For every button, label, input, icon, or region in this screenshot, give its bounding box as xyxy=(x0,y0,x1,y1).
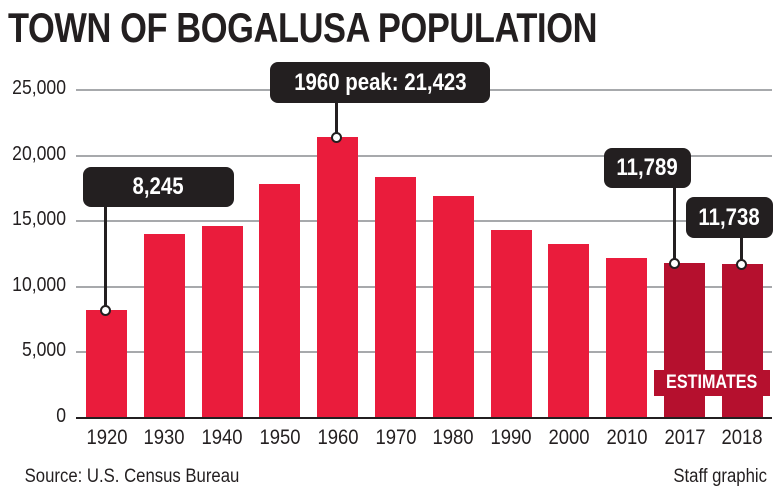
estimates-label: ESTIMATES xyxy=(654,370,770,396)
x-axis-tick-label: 1940 xyxy=(201,426,243,449)
callout-text: 11,738 xyxy=(698,203,761,231)
x-axis-tick-label: 1990 xyxy=(490,426,532,449)
bar-1970 xyxy=(375,176,416,418)
callout-text: 1960 peak: 21,423 xyxy=(293,68,467,96)
callout-leader-line xyxy=(740,238,743,264)
x-axis-tick-label: 2010 xyxy=(606,426,648,449)
callout-1920: 8,245 xyxy=(83,167,234,207)
source-text: Source: U.S. Census Bureau xyxy=(24,466,240,487)
callout-leader-line xyxy=(335,103,338,137)
bar-1960 xyxy=(317,136,359,418)
y-axis-tick-label: 20,000 xyxy=(12,142,66,165)
bar-1980 xyxy=(432,196,474,418)
bar-1930 xyxy=(143,234,185,418)
x-axis-tick-label: 2000 xyxy=(548,426,590,449)
callout-marker-dot xyxy=(331,131,342,143)
x-axis-tick-label: 1930 xyxy=(143,426,185,449)
bar-1990 xyxy=(490,230,532,418)
callout-marker-dot xyxy=(736,258,747,270)
bar-2000 xyxy=(548,243,590,418)
gridline xyxy=(76,220,772,223)
callout-2017: 11,789 xyxy=(604,148,691,188)
bar-1920 xyxy=(86,309,127,418)
x-axis-tick-label: 1960 xyxy=(317,426,359,449)
x-axis-tick-label: 1950 xyxy=(259,426,301,449)
callout-marker-dot xyxy=(100,304,111,316)
gridline xyxy=(76,351,772,354)
y-axis-tick-label: 10,000 xyxy=(12,273,66,296)
credit-note: Staff graphic xyxy=(667,466,773,488)
y-axis-tick-label: 0 xyxy=(56,405,66,427)
gridline xyxy=(76,154,772,157)
callout-marker-dot xyxy=(669,258,680,270)
x-axis-baseline xyxy=(76,417,772,419)
x-axis-tick-label: 2017 xyxy=(663,426,706,449)
callout-1960: 1960 peak: 21,423 xyxy=(270,62,490,103)
bar-1940 xyxy=(201,226,243,418)
y-axis-tick-label: 15,000 xyxy=(12,208,66,231)
source-note: Source: U.S. Census Bureau xyxy=(10,466,254,488)
bar-1950 xyxy=(259,184,301,418)
gridline xyxy=(76,285,772,288)
callout-leader-line xyxy=(104,207,107,310)
bar-2010 xyxy=(606,257,648,418)
x-axis-tick-label: 1980 xyxy=(432,426,474,449)
y-axis-tick-label: 25,000 xyxy=(12,77,66,99)
callout-2018: 11,738 xyxy=(686,197,773,238)
x-axis-tick-label: 1920 xyxy=(85,426,128,449)
x-axis-tick-label: 1970 xyxy=(374,426,417,449)
callout-leader-line xyxy=(673,188,676,264)
credit-text: Staff graphic xyxy=(673,466,767,487)
chart-title: TOWN OF BOGALUSA POPULATION xyxy=(8,4,598,51)
x-axis-tick-label: 2018 xyxy=(721,426,763,449)
callout-text: 8,245 xyxy=(132,173,185,200)
callout-text: 11,789 xyxy=(616,154,679,181)
estimates-text: ESTIMATES xyxy=(666,372,758,393)
y-axis-tick-label: 5,000 xyxy=(21,339,67,362)
